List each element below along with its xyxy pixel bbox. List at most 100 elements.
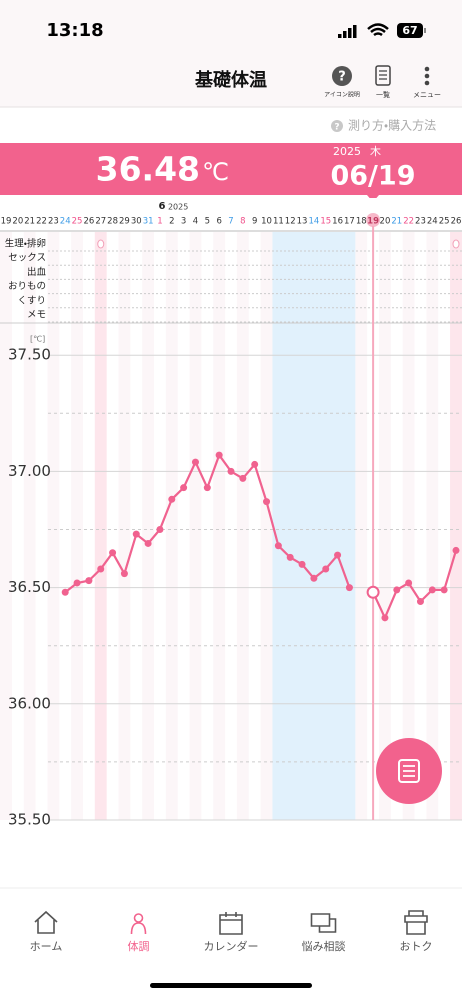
point[interactable] <box>393 586 401 594</box>
point[interactable] <box>286 553 294 561</box>
point[interactable] <box>381 614 389 622</box>
menu-button[interactable]: メニュー <box>413 66 441 99</box>
howto-link[interactable]: ? 測り方・購入方法 <box>331 118 436 133</box>
point[interactable] <box>97 565 105 573</box>
day-label[interactable]: 20 <box>380 217 391 227</box>
period-column <box>450 232 462 820</box>
day-label[interactable]: 2 <box>169 217 174 227</box>
point[interactable] <box>85 577 93 585</box>
day-label[interactable]: 22 <box>403 217 414 227</box>
day-label[interactable]: 6 <box>216 217 221 227</box>
day-label[interactable]: 22 <box>36 217 47 227</box>
day-label[interactable]: 8 <box>240 217 245 227</box>
point[interactable] <box>120 570 128 578</box>
y-unit-label: [℃] <box>30 335 45 344</box>
point[interactable] <box>405 579 413 587</box>
day-label[interactable]: 26 <box>83 217 94 227</box>
day-label[interactable]: 28 <box>107 217 118 227</box>
nav-item[interactable]: 体調 <box>128 913 150 953</box>
day-label[interactable]: 12 <box>285 217 296 227</box>
fab-icon-lines <box>403 765 415 777</box>
day-label[interactable]: 13 <box>297 217 308 227</box>
day-label[interactable]: 5 <box>205 217 210 227</box>
day-label[interactable]: 19 <box>1 217 12 227</box>
point[interactable] <box>263 498 271 506</box>
day-label[interactable]: 7 <box>228 217 233 227</box>
point[interactable] <box>334 551 342 559</box>
day-label[interactable]: 30 <box>131 217 142 227</box>
day-label[interactable]: 17 <box>344 217 355 227</box>
nav-label: 体調 <box>128 939 150 953</box>
point[interactable] <box>239 474 247 482</box>
point[interactable] <box>416 598 424 606</box>
point[interactable] <box>191 458 199 466</box>
day-label[interactable]: 1 <box>157 217 162 227</box>
help-label: アイコン説明 <box>324 91 360 99</box>
point[interactable] <box>203 484 211 492</box>
day-label[interactable]: 18 <box>356 217 367 227</box>
list-icon <box>375 65 391 86</box>
list-button[interactable]: 一覧 <box>375 65 391 99</box>
day-label[interactable]: 19 <box>367 217 379 227</box>
point[interactable] <box>144 539 152 547</box>
day-label[interactable]: 25 <box>72 217 83 227</box>
point[interactable] <box>109 549 117 557</box>
fab[interactable] <box>376 738 442 804</box>
battery-level: 67 <box>402 24 417 37</box>
day-label[interactable]: 21 <box>24 217 35 227</box>
point[interactable] <box>428 586 436 594</box>
day-label[interactable]: 10 <box>261 217 272 227</box>
day-label[interactable]: 9 <box>252 217 257 227</box>
point[interactable] <box>180 484 188 492</box>
selected-point[interactable] <box>366 585 380 599</box>
point[interactable] <box>156 526 164 534</box>
day-label[interactable]: 14 <box>308 217 319 227</box>
status-time: 13:18 <box>46 20 103 41</box>
month-label: 6 <box>158 201 165 212</box>
day-label[interactable]: 31 <box>143 217 154 227</box>
day-label[interactable]: 26 <box>451 217 462 227</box>
point[interactable] <box>251 460 259 468</box>
nav-icon <box>34 910 58 934</box>
day-label[interactable]: 23 <box>415 217 426 227</box>
day-label[interactable]: 16 <box>332 217 343 227</box>
day-stripe <box>165 232 178 820</box>
help-glyph: ? <box>338 70 346 85</box>
nav-item[interactable]: 悩み相談 <box>302 913 346 953</box>
point[interactable] <box>345 584 353 592</box>
link-icon <box>331 120 343 132</box>
point[interactable] <box>61 588 69 596</box>
day-label[interactable]: 29 <box>119 217 130 227</box>
link-glyph: ? <box>334 123 339 133</box>
nav-item[interactable]: おトク <box>400 910 433 953</box>
row-label: おりもの <box>8 281 46 292</box>
period-column <box>94 232 107 820</box>
day-label[interactable]: 20 <box>12 217 23 227</box>
day-label[interactable]: 23 <box>48 217 59 227</box>
point[interactable] <box>322 565 330 573</box>
point[interactable] <box>168 495 176 503</box>
day-label[interactable]: 15 <box>320 217 331 227</box>
point[interactable] <box>215 451 223 459</box>
day-label[interactable]: 11 <box>273 217 284 227</box>
point[interactable] <box>73 579 81 587</box>
point[interactable] <box>310 574 318 582</box>
nav-item[interactable]: カレンダー <box>204 912 259 953</box>
day-label[interactable]: 27 <box>95 217 106 227</box>
point[interactable] <box>274 542 282 550</box>
day-label[interactable]: 3 <box>181 217 186 227</box>
day-label[interactable]: 4 <box>193 217 198 227</box>
day-label[interactable]: 24 <box>427 217 438 227</box>
point[interactable] <box>132 530 140 538</box>
period-icon <box>97 239 105 249</box>
day-label[interactable]: 25 <box>439 217 450 227</box>
nav-item[interactable]: ホーム <box>30 910 63 953</box>
point[interactable] <box>227 467 235 475</box>
help-button[interactable]: ? アイコン説明 <box>324 66 360 99</box>
point[interactable] <box>298 560 306 568</box>
day-label[interactable]: 21 <box>391 217 402 227</box>
nav-icon <box>310 913 337 933</box>
point[interactable] <box>452 546 460 554</box>
point[interactable] <box>440 586 448 594</box>
day-label[interactable]: 24 <box>60 217 71 227</box>
